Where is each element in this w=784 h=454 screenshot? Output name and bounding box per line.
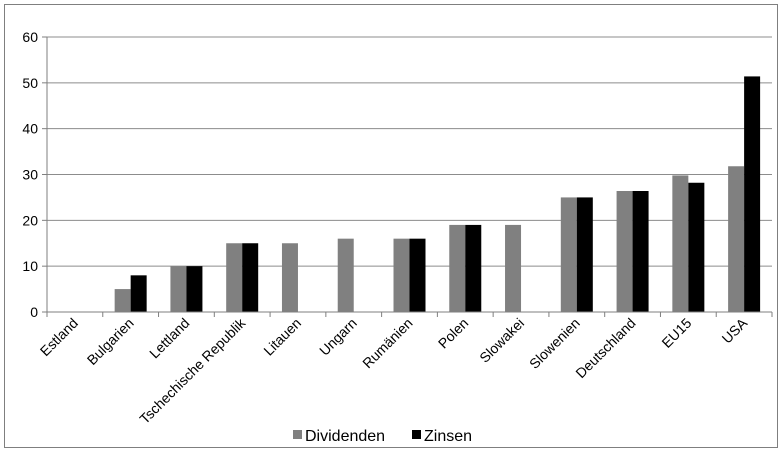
chart-frame [4, 4, 778, 448]
bar-dividenden-11 [672, 175, 689, 312]
x-tick-label-11: EU15 [658, 315, 694, 351]
legend: Dividenden Zinsen [293, 428, 472, 445]
y-axis: 0 10 20 30 40 50 60 [22, 29, 48, 320]
x-tick-label-2: Lettland [146, 315, 193, 362]
bar-zinsen-9 [576, 197, 593, 312]
x-tick-label-3: Tschechische Republik [136, 314, 249, 427]
bar-dividenden-12 [728, 166, 745, 312]
y-tick-label-10: 10 [22, 258, 38, 274]
x-tick-label-10: Deutschland [572, 315, 638, 381]
bar-dividenden-4 [281, 243, 298, 312]
y-tick-label-40: 40 [22, 121, 38, 137]
bar-zinsen-10 [632, 191, 649, 312]
legend-swatch-dividenden [293, 430, 302, 439]
x-tick-label-12: USA [719, 314, 751, 346]
bar-dividenden-10 [616, 191, 633, 312]
bar-zinsen-12 [744, 76, 761, 313]
y-tick-label-60: 60 [22, 29, 38, 45]
x-tick-label-9: Slowenien [526, 315, 583, 372]
y-tick-label-50: 50 [22, 75, 38, 91]
bar-dividenden-7 [449, 224, 466, 312]
x-tick-label-8: Slowakei [476, 315, 527, 366]
bar-dividenden-3 [226, 243, 243, 312]
x-tick-label-0: Estland [37, 315, 81, 359]
bar-zinsen-3 [242, 243, 259, 312]
bar-dividenden-9 [560, 197, 577, 312]
bars [114, 76, 761, 313]
legend-label-zinsen: Zinsen [424, 428, 472, 445]
x-tick-label-4: Litauen [260, 315, 304, 359]
x-tick-label-7: Polen [435, 315, 472, 352]
y-tick-label-20: 20 [22, 212, 38, 228]
bar-zinsen-6 [409, 238, 426, 312]
bar-dividenden-5 [337, 238, 354, 312]
x-tick-label-6: Rumänien [359, 315, 415, 371]
y-tick-label-0: 0 [30, 304, 38, 320]
bar-zinsen-2 [186, 266, 203, 312]
y-tick-label-30: 30 [22, 167, 38, 183]
legend-label-dividenden: Dividenden [305, 428, 385, 445]
x-tick-label-1: Bulgarien [84, 315, 137, 368]
x-tick-label-5: Ungarn [316, 315, 360, 359]
bar-dividenden-6 [393, 238, 410, 312]
bar-dividenden-1 [114, 289, 131, 312]
bar-dividenden-2 [170, 266, 187, 312]
bar-dividenden-8 [505, 224, 522, 312]
bar-zinsen-1 [130, 275, 147, 312]
legend-swatch-zinsen [412, 430, 421, 439]
bar-zinsen-7 [465, 224, 482, 312]
bar-zinsen-11 [688, 182, 705, 312]
